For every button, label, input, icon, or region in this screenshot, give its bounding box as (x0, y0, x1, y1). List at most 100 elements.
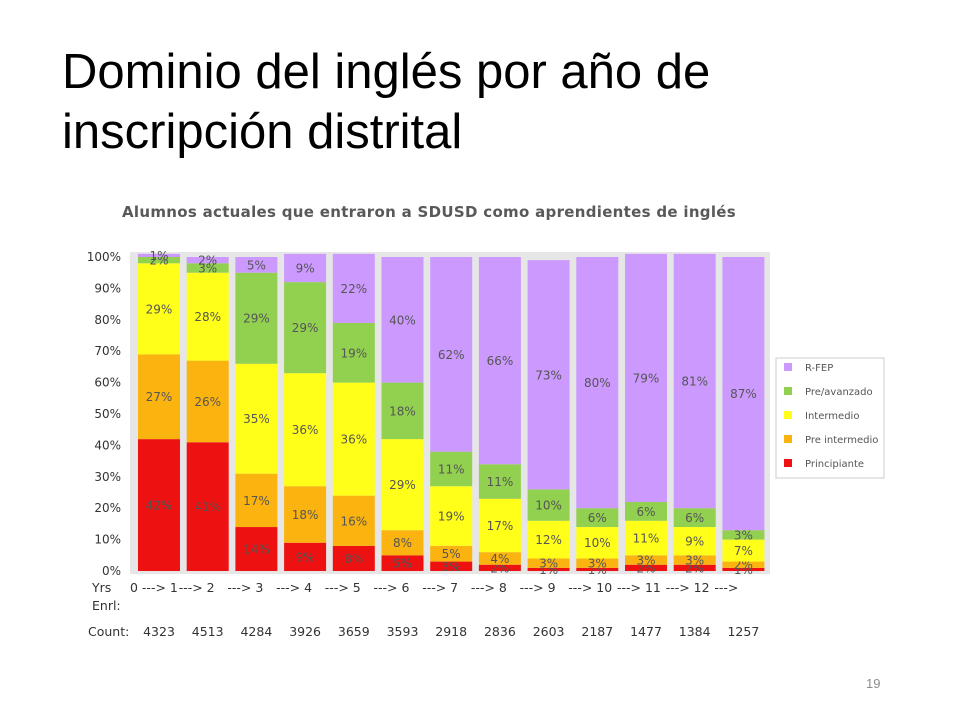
x-row-label: Yrs (91, 580, 111, 595)
bar-stack: 1%3%12%10%73% (527, 260, 570, 577)
data-label: 5% (247, 258, 266, 272)
data-label: 29% (146, 302, 173, 316)
data-label: 2% (685, 561, 704, 575)
bar-segment (235, 272, 278, 364)
x-tick-label: ---> 10 (568, 580, 612, 595)
bar-segment (138, 257, 180, 264)
y-tick-label: 90% (94, 281, 121, 295)
data-label: 17% (487, 519, 514, 533)
data-label: 73% (535, 368, 562, 382)
bar-stack: 1%3%10%6%80% (576, 257, 619, 577)
data-label: 66% (487, 354, 514, 368)
x-tick-label: ---> (714, 580, 738, 595)
bars-layer: 42%27%29%2%1%41%26%28%3%2%14%17%35%29%5%… (138, 249, 765, 577)
count-value: 2187 (581, 624, 613, 639)
data-label: 42% (146, 499, 173, 513)
bar-segment (673, 527, 716, 556)
bar-segment (527, 260, 570, 490)
data-label: 6% (685, 511, 704, 525)
data-label: 29% (389, 478, 416, 492)
bar-segment (527, 489, 570, 521)
x-tick-label: ---> 3 (227, 580, 263, 595)
data-label: 19% (340, 346, 367, 360)
count-value: 3593 (387, 624, 419, 639)
bar-segment (478, 564, 521, 571)
bar-segment (722, 561, 765, 568)
bar-segment (625, 564, 667, 571)
bar-segment (186, 442, 229, 571)
legend-swatch (784, 435, 792, 443)
data-label: 80% (584, 376, 611, 390)
bar-segment (381, 530, 424, 556)
x-tick-label: ---> 2 (179, 580, 215, 595)
data-label: 16% (340, 514, 367, 528)
data-label: 3% (442, 560, 461, 574)
x-tick-label: ---> 5 (325, 580, 361, 595)
bar-segment (673, 508, 716, 528)
bar-segment (673, 253, 716, 509)
chart-title: Alumnos actuales que entraron a SDUSD co… (122, 203, 736, 221)
y-tick-label: 50% (94, 407, 121, 421)
data-label: 35% (243, 412, 270, 426)
count-value: 4284 (240, 624, 272, 639)
data-label: 6% (588, 511, 607, 525)
count-value: 2603 (533, 624, 565, 639)
bar-segment (186, 257, 229, 264)
x-axis: Yrs Enrl: Count: 0 ---> 1 4323 ---> 2 4513 --->… (88, 580, 759, 639)
x-tick-label: ---> 4 (276, 580, 312, 595)
y-tick-label: 40% (94, 438, 121, 452)
data-label: 5% (442, 547, 461, 561)
data-label: 4% (490, 552, 509, 566)
data-label: 8% (344, 552, 363, 566)
bar-segment (138, 253, 180, 257)
data-label: 79% (633, 371, 660, 385)
bar-segment (576, 558, 619, 568)
count-value: 2918 (435, 624, 467, 639)
legend-box (775, 357, 885, 479)
bar-stack: 2%3% 11% 6% 79% (625, 253, 667, 575)
y-axis: 0% 10% 20% 30% 40% 50% 60% 70% 80% 90% 100% (87, 250, 121, 578)
bar-segment (625, 501, 667, 521)
bar-segment (381, 439, 424, 531)
x-tick-label: ---> 8 (471, 580, 507, 595)
slide-title: Dominio del inglés por año de inscripció… (62, 45, 711, 159)
bar-stack: 8% 16% 36% 19% 22% (332, 253, 375, 571)
count-value: 4323 (143, 624, 175, 639)
bar-segment (186, 272, 229, 361)
bar-segment (235, 527, 278, 571)
y-tick-label: 60% (94, 376, 121, 390)
legend-label: Pre intermedio (805, 435, 878, 446)
bar-segment (625, 520, 667, 556)
x-tick-label: 0 ---> 1 (130, 580, 178, 595)
bar-segment (332, 495, 375, 546)
data-label: 10% (584, 536, 611, 550)
x-tick-label: ---> 11 (617, 580, 661, 595)
data-label: 11% (438, 462, 465, 476)
bar-segment (138, 263, 180, 355)
bar-segment (478, 552, 521, 565)
x-tick-label: ---> 6 (374, 580, 410, 595)
count-value: 3659 (338, 624, 370, 639)
y-tick-label: 70% (94, 344, 121, 358)
x-tick-label: ---> 7 (422, 580, 458, 595)
bar-segment (478, 257, 521, 465)
bar-segment (235, 257, 278, 273)
data-label: 2% (490, 561, 509, 575)
x-tick-label: ---> 9 (520, 580, 556, 595)
data-label: 29% (292, 321, 319, 335)
data-label: 18% (389, 404, 416, 418)
bar-segment (430, 561, 473, 571)
legend-swatch (784, 459, 792, 467)
data-label: 14% (243, 543, 270, 557)
data-label: 2% (198, 254, 217, 268)
x-tick-label: ---> 12 (666, 580, 710, 595)
bar-segment (673, 555, 716, 565)
count-value: 3926 (289, 624, 321, 639)
data-label: 29% (243, 312, 270, 326)
bar-segment (625, 253, 667, 502)
bar-stack: 3%5% 19% 11% 62% (430, 257, 473, 574)
data-label: 6% (636, 505, 655, 519)
data-label: 9% (296, 261, 315, 275)
bar-stack: 1%2%7%3%87% (722, 257, 765, 577)
bar-segment (576, 257, 619, 509)
